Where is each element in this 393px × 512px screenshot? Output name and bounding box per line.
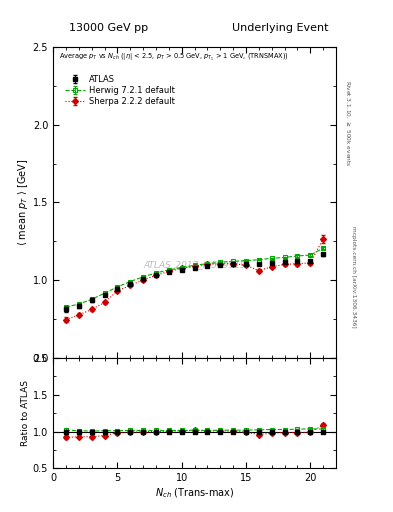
Text: mcplots.cern.ch [arXiv:1306.3436]: mcplots.cern.ch [arXiv:1306.3436] xyxy=(351,226,356,327)
Text: Average $p_T$ vs $N_{ch}$ ($|\eta|$ < 2.5, $p_T$ > 0.5 GeV, $p_{T_1}$ > 1 GeV, (: Average $p_T$ vs $N_{ch}$ ($|\eta|$ < 2.… xyxy=(59,52,288,63)
Y-axis label: Ratio to ATLAS: Ratio to ATLAS xyxy=(21,380,30,446)
Text: 13000 GeV pp: 13000 GeV pp xyxy=(69,23,148,33)
Y-axis label: $\langle$ mean $p_T$ $\rangle$ [GeV]: $\langle$ mean $p_T$ $\rangle$ [GeV] xyxy=(16,159,30,246)
Text: ATLAS_2017_I1509919: ATLAS_2017_I1509919 xyxy=(143,260,246,269)
Text: Rivet 3.1.10, $\geq$ 500k events: Rivet 3.1.10, $\geq$ 500k events xyxy=(344,80,352,166)
Legend: ATLAS, Herwig 7.2.1 default, Sherpa 2.2.2 default: ATLAS, Herwig 7.2.1 default, Sherpa 2.2.… xyxy=(63,73,176,108)
Text: Underlying Event: Underlying Event xyxy=(231,23,328,33)
X-axis label: $N_{ch}$ (Trans-max): $N_{ch}$ (Trans-max) xyxy=(155,486,234,500)
